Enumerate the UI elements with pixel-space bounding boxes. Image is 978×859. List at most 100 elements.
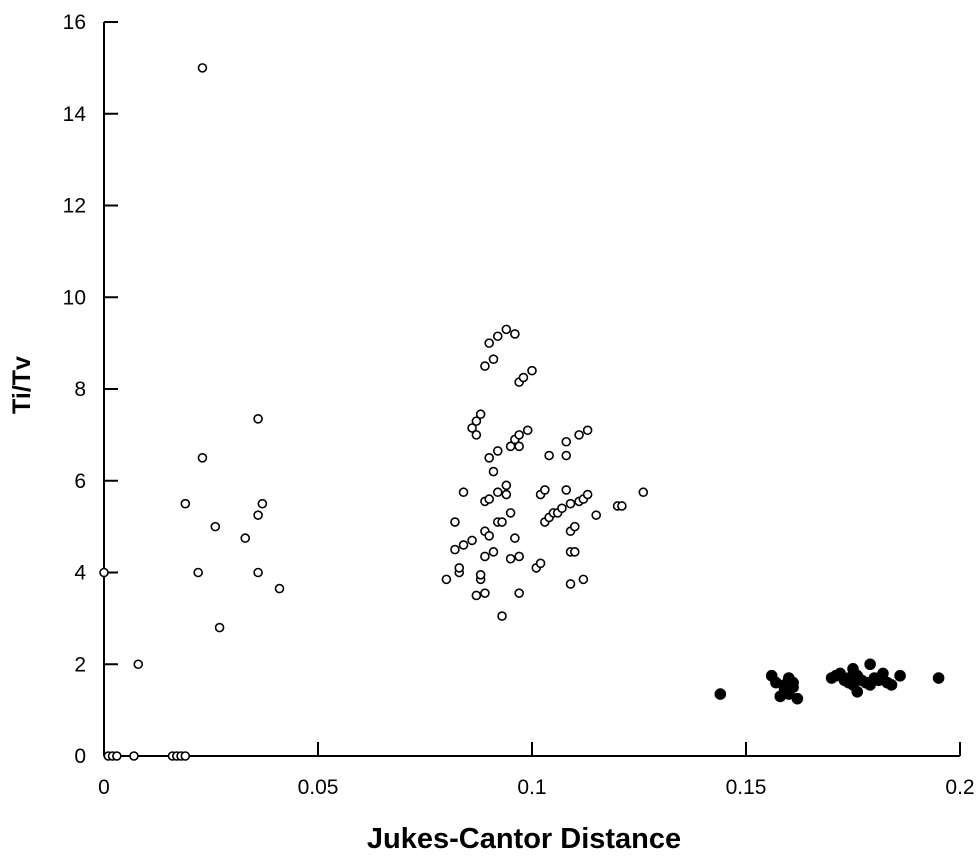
- open-data-point: [113, 752, 121, 760]
- open-data-point: [451, 518, 459, 526]
- open-data-point: [468, 536, 476, 544]
- open-data-point: [460, 541, 468, 549]
- filled-data-point: [852, 687, 862, 697]
- open-data-point: [562, 486, 570, 494]
- filled-data-point: [715, 689, 725, 699]
- open-data-point: [571, 548, 579, 556]
- open-data-point: [584, 491, 592, 499]
- open-data-point: [571, 523, 579, 531]
- open-data-point: [515, 552, 523, 560]
- open-data-point: [198, 64, 206, 72]
- filled-data-point: [865, 659, 875, 669]
- x-tick-label: 0.2: [945, 776, 974, 799]
- y-axis-title: Ti/Tv: [8, 356, 36, 414]
- open-data-point: [579, 575, 587, 583]
- open-data-point: [558, 504, 566, 512]
- open-data-point: [489, 468, 497, 476]
- filled-data-point: [792, 694, 802, 704]
- open-data-point: [258, 500, 266, 508]
- open-data-point: [485, 454, 493, 462]
- x-axis-title: Jukes-Cantor Distance: [367, 823, 681, 855]
- open-data-point: [567, 580, 575, 588]
- open-data-point: [100, 569, 108, 577]
- filled-data-point: [895, 671, 905, 681]
- open-data-point: [130, 752, 138, 760]
- open-data-point: [562, 438, 570, 446]
- open-data-point: [567, 500, 575, 508]
- y-tick-label: 0: [74, 745, 86, 768]
- open-data-point: [498, 612, 506, 620]
- open-data-point: [181, 500, 189, 508]
- open-data-point: [519, 374, 527, 382]
- open-data-point: [481, 589, 489, 597]
- open-data-point: [618, 502, 626, 510]
- open-data-point: [639, 488, 647, 496]
- y-tick-label: 16: [63, 11, 86, 34]
- open-data-point: [507, 509, 515, 517]
- y-tick-label: 10: [63, 286, 86, 309]
- filled-data-point: [788, 678, 798, 688]
- open-data-point: [254, 511, 262, 519]
- open-data-point: [545, 452, 553, 460]
- open-data-point: [472, 431, 480, 439]
- open-data-point: [181, 752, 189, 760]
- open-data-point: [515, 442, 523, 450]
- y-ticks: 0 2 4 6 8 10 12 14 16: [63, 11, 118, 768]
- open-data-point: [515, 431, 523, 439]
- open-data-point: [134, 660, 142, 668]
- open-data-point: [537, 559, 545, 567]
- open-data-point: [584, 426, 592, 434]
- open-data-point: [562, 452, 570, 460]
- open-data-point: [494, 332, 502, 340]
- open-data-point: [494, 488, 502, 496]
- y-tick-label: 2: [74, 653, 86, 676]
- open-data-point: [472, 591, 480, 599]
- open-data-point: [455, 564, 463, 572]
- y-tick-label: 6: [74, 470, 86, 493]
- open-data-point: [451, 546, 459, 554]
- open-data-point: [477, 571, 485, 579]
- y-tick-label: 4: [74, 562, 86, 585]
- open-data-point: [515, 589, 523, 597]
- open-data-point: [481, 552, 489, 560]
- y-tick-label: 8: [74, 378, 86, 401]
- open-data-point: [442, 575, 450, 583]
- open-data-point: [485, 339, 493, 347]
- open-data-point: [489, 548, 497, 556]
- data-points: [100, 64, 944, 760]
- filled-data-point: [934, 673, 944, 683]
- open-data-point: [511, 534, 519, 542]
- open-data-point: [502, 491, 510, 499]
- x-tick-label: 0.05: [298, 776, 339, 799]
- open-data-point: [477, 410, 485, 418]
- open-data-point: [511, 330, 519, 338]
- open-data-point: [485, 532, 493, 540]
- x-tick-label: 0: [98, 776, 110, 799]
- open-data-point: [502, 325, 510, 333]
- open-data-point: [575, 431, 583, 439]
- open-data-point: [211, 523, 219, 531]
- open-data-point: [194, 569, 202, 577]
- y-tick-label: 12: [63, 195, 86, 218]
- x-tick-label: 0.15: [726, 776, 767, 799]
- open-data-point: [524, 426, 532, 434]
- open-data-point: [592, 511, 600, 519]
- open-data-point: [275, 585, 283, 593]
- open-data-point: [254, 569, 262, 577]
- open-data-point: [489, 355, 497, 363]
- filled-data-point: [887, 680, 897, 690]
- open-data-point: [254, 415, 262, 423]
- open-data-point: [494, 447, 502, 455]
- open-data-point: [485, 495, 493, 503]
- open-data-point: [541, 486, 549, 494]
- open-data-point: [198, 454, 206, 462]
- x-tick-label: 0.1: [517, 776, 546, 799]
- open-data-point: [507, 555, 515, 563]
- open-data-point: [481, 362, 489, 370]
- open-data-point: [216, 624, 224, 632]
- open-data-point: [241, 534, 249, 542]
- open-data-point: [498, 518, 506, 526]
- y-tick-label: 14: [63, 103, 87, 126]
- x-ticks: 0 0.05 0.1 0.15 0.2: [98, 742, 974, 799]
